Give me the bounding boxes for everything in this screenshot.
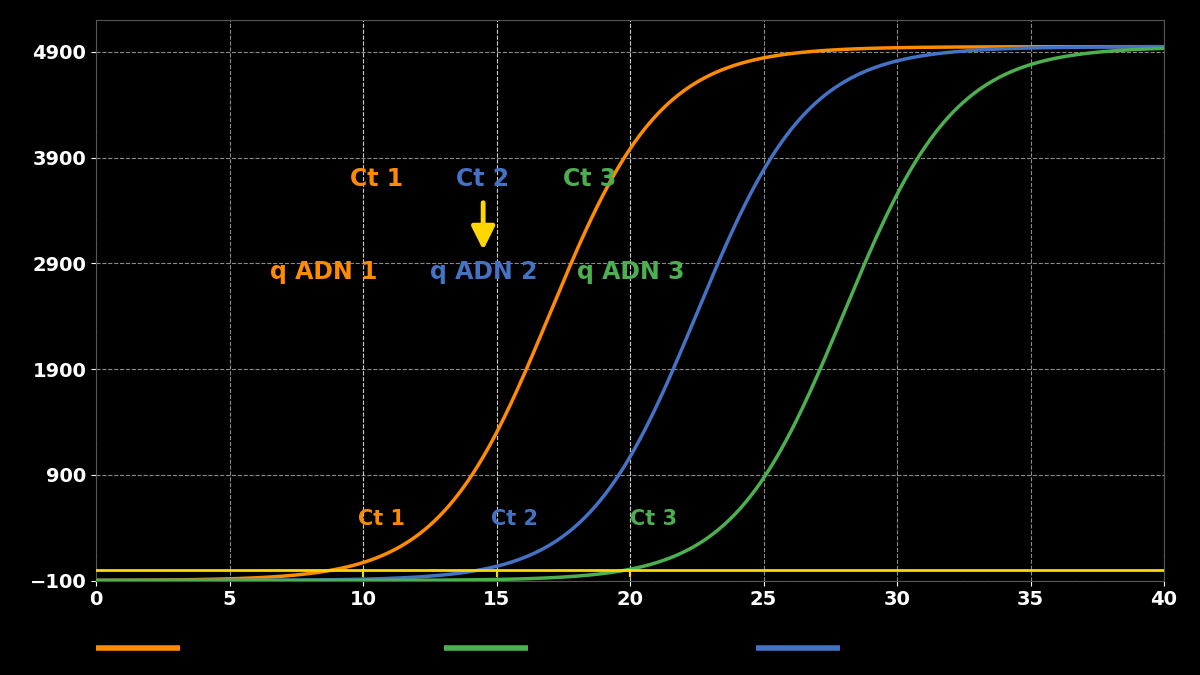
Text: Ct 2: Ct 2 [456,167,510,191]
Text: q ADN 1: q ADN 1 [270,260,377,284]
Text: q ADN 3: q ADN 3 [577,260,684,284]
Text: Ct 1: Ct 1 [349,167,403,191]
Text: Ct 2: Ct 2 [491,509,538,529]
Text: Ct 1: Ct 1 [358,509,404,529]
Text: Ct 3: Ct 3 [563,167,617,191]
Text: Ct 3: Ct 3 [630,509,677,529]
Text: q ADN 2: q ADN 2 [430,260,538,284]
